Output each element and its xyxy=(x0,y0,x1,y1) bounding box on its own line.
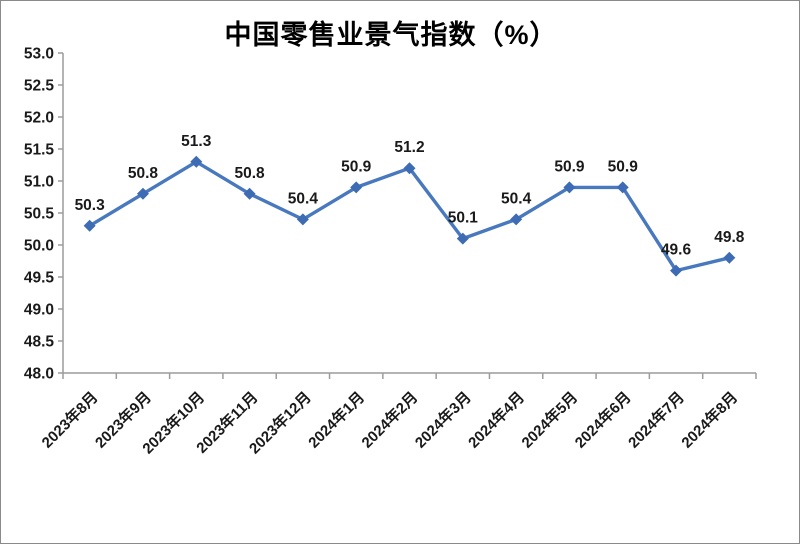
data-point-marker xyxy=(456,232,469,245)
y-axis-label: 50.5 xyxy=(24,206,55,223)
y-axis-label: 51.5 xyxy=(24,142,55,159)
x-axis-label: 2024年2月 xyxy=(358,388,421,451)
y-axis-label: 48.5 xyxy=(24,334,55,351)
data-point-marker xyxy=(723,251,736,264)
data-point-marker xyxy=(243,187,256,200)
data-point-label: 50.9 xyxy=(554,158,585,175)
y-axis-label: 49.5 xyxy=(24,270,55,287)
x-axis-label: 2023年8月 xyxy=(38,388,101,451)
x-axis-label: 2024年1月 xyxy=(305,388,368,451)
data-point-label: 50.9 xyxy=(608,158,639,175)
y-axis-label: 52.5 xyxy=(24,78,55,95)
x-axis-label: 2024年8月 xyxy=(678,388,741,451)
data-point-marker xyxy=(670,264,683,277)
y-axis-label: 51.0 xyxy=(24,174,54,191)
data-point-label: 50.3 xyxy=(75,197,106,214)
x-axis-label: 2024年4月 xyxy=(465,388,528,451)
x-axis-label: 2024年6月 xyxy=(571,388,634,451)
y-axis-label: 52.0 xyxy=(24,110,54,127)
data-point-label: 50.9 xyxy=(341,158,372,175)
x-axis-label: 2024年3月 xyxy=(411,388,474,451)
data-point-marker xyxy=(510,213,523,226)
data-point-marker xyxy=(83,219,96,232)
data-point-label: 51.3 xyxy=(181,133,212,150)
data-point-label: 49.6 xyxy=(661,242,692,259)
y-axis-label: 48.0 xyxy=(24,366,54,383)
data-point-marker xyxy=(136,187,149,200)
y-axis-label: 53.0 xyxy=(24,46,54,63)
y-axis-label: 49.0 xyxy=(24,302,54,319)
y-axis-label: 50.0 xyxy=(24,238,54,255)
data-point-marker xyxy=(350,181,363,194)
data-point-marker xyxy=(616,181,629,194)
data-point-label: 50.8 xyxy=(234,165,265,182)
data-line xyxy=(87,160,732,273)
data-point-label: 50.4 xyxy=(501,190,532,207)
chart-title: 中国零售业景气指数（%） xyxy=(224,20,558,50)
data-point-marker xyxy=(296,213,309,226)
data-point-marker xyxy=(190,155,203,168)
data-point-label: 49.8 xyxy=(714,229,745,246)
x-axis-label: 2024年5月 xyxy=(518,388,581,451)
data-point-label: 50.8 xyxy=(128,165,159,182)
data-point-marker xyxy=(403,162,416,175)
data-point-label: 51.2 xyxy=(394,139,424,156)
data-point-label: 50.1 xyxy=(448,210,479,227)
x-axis-label: 2024年7月 xyxy=(624,388,687,451)
data-point-label: 50.4 xyxy=(288,190,319,207)
data-point-marker xyxy=(563,181,576,194)
